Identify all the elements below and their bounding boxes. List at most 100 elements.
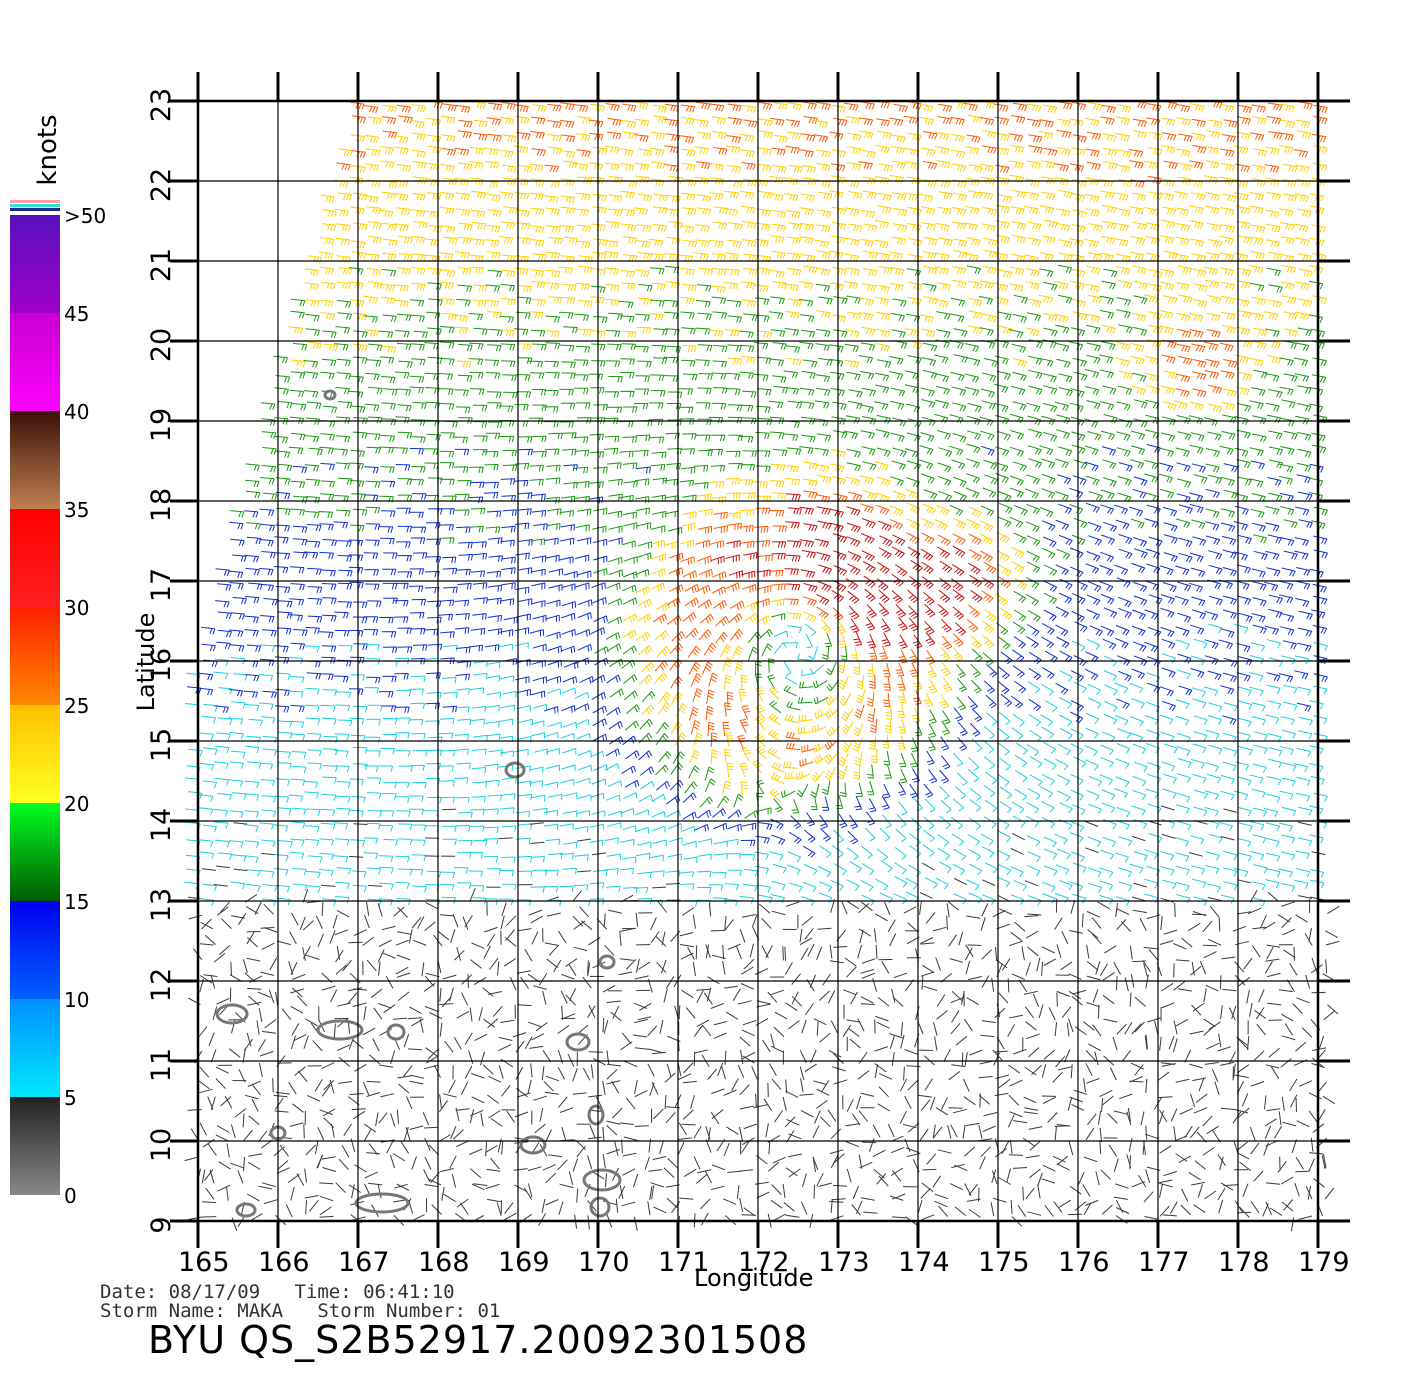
wind-barb bbox=[831, 206, 847, 215]
wind-barb bbox=[1205, 192, 1221, 201]
wind-barb bbox=[1175, 1078, 1190, 1083]
wind-barb bbox=[398, 765, 413, 773]
wind-barb bbox=[291, 807, 307, 816]
wind-barb bbox=[530, 178, 545, 187]
wind-barb bbox=[1238, 822, 1253, 832]
wind-barb bbox=[979, 327, 994, 337]
wind-barb bbox=[246, 644, 262, 652]
wind-barb bbox=[1189, 160, 1204, 170]
wind-barb bbox=[1223, 808, 1238, 813]
wind-barb bbox=[500, 343, 516, 351]
wind-barb bbox=[731, 645, 743, 660]
wind-barb bbox=[1297, 208, 1312, 218]
wind-barb bbox=[454, 599, 470, 607]
wind-barb bbox=[440, 297, 455, 306]
wind-barb bbox=[219, 901, 230, 913]
wind-barb bbox=[396, 507, 411, 515]
wind-barb bbox=[1223, 747, 1238, 757]
wind-barb bbox=[1146, 117, 1161, 126]
wind-barb bbox=[1207, 295, 1222, 304]
wind-barb bbox=[1011, 727, 1024, 740]
wind-barb bbox=[367, 416, 383, 424]
wind-barb bbox=[397, 823, 413, 831]
wind-barb bbox=[1159, 192, 1175, 201]
wind-barb bbox=[424, 628, 439, 636]
wind-barb bbox=[939, 694, 950, 709]
wind-barb bbox=[739, 190, 755, 199]
wind-barb bbox=[892, 490, 907, 501]
wind-barb bbox=[251, 1098, 259, 1112]
wind-barb bbox=[1161, 1063, 1176, 1067]
wind-barb bbox=[349, 717, 365, 725]
wind-barb bbox=[365, 253, 380, 262]
wind-barb bbox=[838, 633, 847, 648]
wind-barb bbox=[713, 345, 728, 353]
wind-barb bbox=[1234, 974, 1246, 986]
wind-barb bbox=[244, 703, 260, 712]
wind-barb bbox=[336, 867, 352, 875]
wind-barb bbox=[443, 236, 458, 245]
wind-barb bbox=[952, 476, 967, 488]
wind-barb bbox=[210, 1049, 217, 1063]
wind-barb bbox=[695, 224, 710, 233]
wind-barb bbox=[725, 268, 740, 276]
wind-barb bbox=[1132, 192, 1147, 202]
wind-barb bbox=[895, 604, 906, 618]
wind-barb bbox=[1174, 253, 1189, 263]
wind-barb bbox=[888, 251, 903, 260]
wind-barb bbox=[442, 838, 457, 846]
wind-barb bbox=[1057, 743, 1071, 756]
wind-barb bbox=[1268, 389, 1283, 398]
colorbar-top-stripe bbox=[10, 200, 60, 203]
wind-barb bbox=[874, 296, 890, 306]
wind-barb bbox=[727, 869, 742, 877]
wind-barb bbox=[1012, 621, 1026, 635]
wind-barb bbox=[997, 849, 1011, 862]
wind-barb bbox=[941, 661, 951, 676]
wind-barb bbox=[1160, 866, 1175, 876]
wind-barb bbox=[875, 343, 891, 352]
wind-barb bbox=[233, 822, 248, 825]
wind-barb bbox=[1119, 1093, 1133, 1100]
wind-barb bbox=[740, 149, 755, 158]
wind-barb bbox=[516, 689, 531, 697]
wind-barb bbox=[711, 253, 727, 261]
wind-barb bbox=[1231, 1005, 1237, 1020]
wind-barb bbox=[813, 119, 829, 128]
wind-barb bbox=[379, 810, 395, 817]
wind-barb bbox=[1041, 473, 1056, 485]
wind-barb bbox=[1278, 463, 1294, 473]
wind-barb bbox=[485, 432, 501, 440]
wind-barb bbox=[424, 884, 440, 891]
wind-barb bbox=[1268, 608, 1283, 619]
wind-barb bbox=[848, 191, 863, 200]
wind-barb bbox=[768, 311, 784, 320]
wind-barb bbox=[951, 386, 967, 396]
wind-barb bbox=[411, 675, 426, 683]
wind-barb bbox=[966, 458, 981, 469]
wind-barb bbox=[785, 742, 801, 751]
wind-barb bbox=[1041, 773, 1055, 786]
wind-barb bbox=[726, 1126, 739, 1135]
wind-barb bbox=[783, 685, 798, 697]
wind-barb bbox=[469, 885, 485, 892]
wind-barb bbox=[444, 1040, 454, 1053]
wind-barb bbox=[440, 206, 455, 215]
wind-barb bbox=[1132, 372, 1147, 382]
wind-barb bbox=[1176, 773, 1191, 784]
wind-barb bbox=[319, 523, 334, 531]
wind-barb bbox=[754, 284, 769, 293]
wind-barb bbox=[653, 1108, 664, 1120]
wind-barb bbox=[947, 901, 960, 911]
wind-barb bbox=[409, 808, 425, 816]
wind-barb bbox=[1190, 624, 1205, 635]
wind-barb bbox=[403, 1033, 410, 1048]
wind-barb bbox=[502, 883, 517, 891]
wind-barb bbox=[1147, 175, 1163, 185]
wind-barb bbox=[472, 552, 488, 560]
wind-barb bbox=[1267, 102, 1283, 111]
wind-barb bbox=[363, 315, 379, 323]
wind-barb bbox=[711, 402, 727, 410]
wind-barb bbox=[394, 146, 409, 155]
wind-barb bbox=[319, 493, 335, 501]
